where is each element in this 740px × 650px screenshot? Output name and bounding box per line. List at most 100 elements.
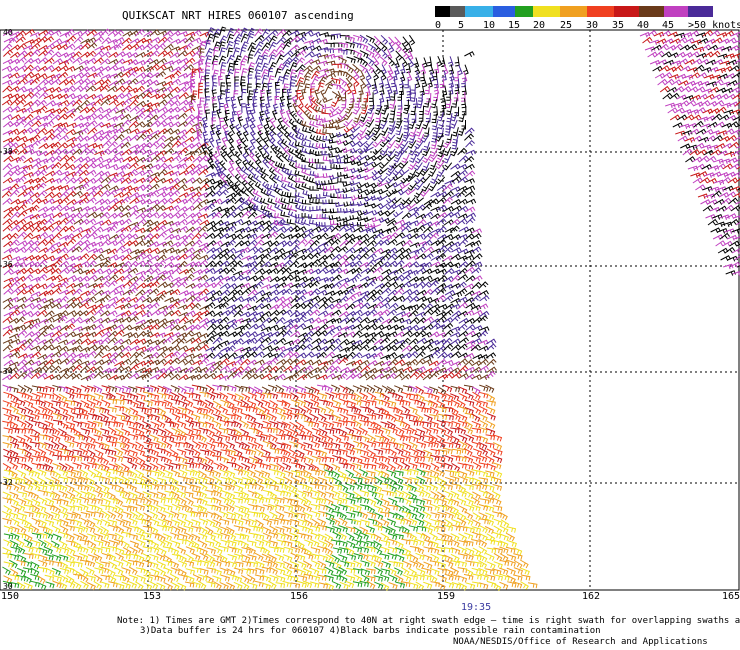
wind-barb <box>423 414 433 423</box>
wind-barb <box>121 119 132 127</box>
wind-barb <box>37 73 48 80</box>
wind-barb <box>430 349 441 358</box>
wind-barb <box>150 119 161 127</box>
wind-barb <box>37 105 48 113</box>
wind-barb <box>2 114 13 120</box>
wind-barb <box>329 158 340 164</box>
wind-barb <box>381 64 387 75</box>
wind-barb <box>45 100 56 107</box>
wind-barb <box>233 399 243 407</box>
wind-barb <box>396 106 402 117</box>
wind-barb <box>143 86 154 94</box>
wind-barb <box>24 302 35 309</box>
wind-barb <box>385 134 396 143</box>
wind-barb <box>17 50 28 58</box>
wind-barb <box>458 533 468 542</box>
wind-barb <box>51 38 63 45</box>
wind-barb <box>198 205 210 212</box>
wind-barb <box>311 45 322 52</box>
wind-barb <box>457 323 468 331</box>
wind-barb <box>30 99 41 107</box>
wind-barb <box>246 32 255 43</box>
wind-barb <box>183 64 194 72</box>
wind-barb <box>301 164 311 170</box>
wind-barb <box>255 152 262 163</box>
wind-barb <box>442 139 452 149</box>
wind-barb <box>343 154 354 160</box>
wind-barb <box>185 93 196 100</box>
wind-barb <box>282 41 292 50</box>
wind-barb <box>100 294 111 302</box>
wind-barb <box>421 261 433 268</box>
wind-barb <box>458 337 469 344</box>
wind-barb <box>409 153 418 163</box>
wind-barb <box>254 159 262 170</box>
wind-barb <box>2 58 14 65</box>
wind-barb <box>260 326 272 333</box>
wind-barb <box>94 511 104 519</box>
wind-barb <box>359 69 366 81</box>
wind-barb <box>259 110 265 122</box>
wind-barb <box>454 84 460 95</box>
wind-barb <box>414 148 424 157</box>
wind-barb <box>59 511 69 520</box>
wind-barb <box>274 68 282 78</box>
wind-barb <box>346 414 357 421</box>
wind-barb <box>269 497 280 505</box>
wind-barb <box>23 127 34 134</box>
wind-barb <box>87 469 97 479</box>
wind-barb <box>309 309 320 317</box>
wind-barb <box>73 135 84 142</box>
wind-barb <box>342 147 353 154</box>
wind-barb <box>9 86 21 92</box>
wind-barb <box>79 85 91 93</box>
wind-barb <box>22 106 34 113</box>
wind-barb <box>436 140 444 151</box>
wind-barb <box>177 512 188 520</box>
wind-barb <box>318 31 330 38</box>
wind-barb <box>255 137 263 148</box>
wind-barb <box>80 511 91 519</box>
wind-barb <box>269 399 279 409</box>
wind-barb <box>148 79 160 86</box>
wind-barb <box>266 154 276 163</box>
wind-barb <box>52 126 63 134</box>
wind-barb <box>366 336 377 345</box>
wind-barb <box>2 85 13 93</box>
wind-barb <box>478 339 489 346</box>
wind-barb <box>202 131 208 142</box>
wind-barb <box>72 511 82 520</box>
wind-barb <box>359 490 370 497</box>
wind-barb <box>79 59 90 66</box>
wind-barb <box>225 399 235 409</box>
wind-barb <box>24 224 35 232</box>
wind-barb <box>65 155 76 163</box>
wind-barb <box>57 142 68 150</box>
wind-barb <box>354 98 361 108</box>
wind-barb <box>86 350 97 358</box>
wind-barb <box>450 170 461 178</box>
wind-barb <box>23 120 34 128</box>
wind-barb <box>80 245 91 253</box>
wind-barb <box>58 540 68 549</box>
wind-barb <box>220 151 228 162</box>
wind-barb <box>206 490 216 496</box>
wind-barb <box>170 440 181 448</box>
wind-barb <box>142 121 154 128</box>
wind-barb <box>464 532 474 540</box>
wind-barb <box>303 75 311 85</box>
wind-barb <box>185 127 196 135</box>
wind-barb <box>395 419 405 427</box>
wind-barb <box>223 103 230 114</box>
wind-barb <box>218 35 228 45</box>
wind-barb <box>397 99 403 110</box>
wind-barb <box>451 448 462 455</box>
wind-barb <box>177 120 189 128</box>
wind-barb <box>372 139 383 148</box>
wind-barb <box>285 109 292 121</box>
wind-barb <box>276 124 284 135</box>
wind-barb <box>345 469 355 479</box>
wind-barb <box>412 98 418 108</box>
wind-barb <box>85 37 97 44</box>
wind-barb <box>100 28 111 36</box>
